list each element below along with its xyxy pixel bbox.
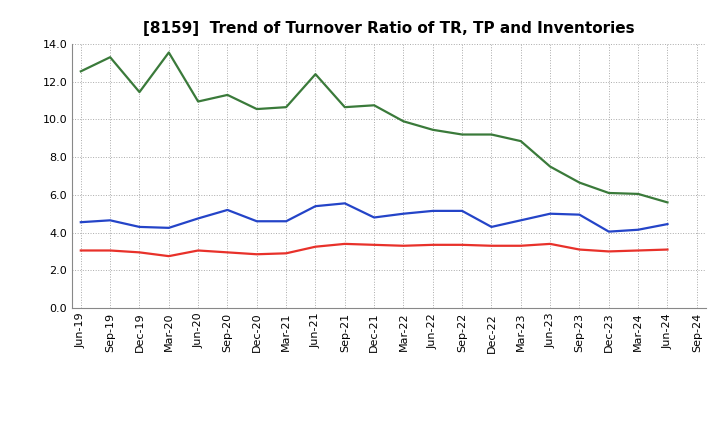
Inventories	[164, 50, 173, 55]
Inventories	[575, 180, 584, 185]
Trade Receivables	[194, 248, 202, 253]
Trade Payables	[311, 204, 320, 209]
Trade Payables	[164, 225, 173, 231]
Trade Receivables	[487, 243, 496, 249]
Trade Receivables	[458, 242, 467, 247]
Trade Receivables	[223, 250, 232, 255]
Title: [8159]  Trend of Turnover Ratio of TR, TP and Inventories: [8159] Trend of Turnover Ratio of TR, TP…	[143, 21, 634, 36]
Trade Payables	[194, 216, 202, 221]
Inventories	[223, 92, 232, 98]
Inventories	[663, 200, 672, 205]
Trade Receivables	[282, 251, 290, 256]
Inventories	[487, 132, 496, 137]
Trade Payables	[458, 208, 467, 213]
Trade Receivables	[399, 243, 408, 249]
Line: Trade Payables: Trade Payables	[81, 203, 667, 231]
Trade Payables	[546, 211, 554, 216]
Inventories	[634, 191, 642, 197]
Trade Payables	[341, 201, 349, 206]
Trade Payables	[399, 211, 408, 216]
Trade Payables	[605, 229, 613, 234]
Inventories	[370, 103, 379, 108]
Trade Receivables	[253, 252, 261, 257]
Trade Payables	[575, 212, 584, 217]
Inventories	[311, 72, 320, 77]
Trade Receivables	[106, 248, 114, 253]
Trade Receivables	[164, 253, 173, 259]
Inventories	[605, 191, 613, 196]
Trade Payables	[516, 218, 525, 223]
Trade Receivables	[546, 241, 554, 246]
Inventories	[458, 132, 467, 137]
Inventories	[516, 139, 525, 144]
Trade Payables	[106, 218, 114, 223]
Inventories	[282, 105, 290, 110]
Inventories	[341, 105, 349, 110]
Trade Receivables	[663, 247, 672, 252]
Inventories	[76, 69, 85, 74]
Trade Receivables	[605, 249, 613, 254]
Inventories	[135, 89, 144, 95]
Trade Receivables	[634, 248, 642, 253]
Trade Receivables	[341, 241, 349, 246]
Trade Payables	[223, 207, 232, 213]
Trade Payables	[487, 224, 496, 230]
Trade Receivables	[311, 244, 320, 249]
Trade Payables	[282, 219, 290, 224]
Trade Payables	[634, 227, 642, 232]
Inventories	[399, 119, 408, 124]
Trade Payables	[663, 221, 672, 227]
Inventories	[106, 55, 114, 60]
Trade Receivables	[428, 242, 437, 247]
Trade Payables	[370, 215, 379, 220]
Trade Receivables	[135, 250, 144, 255]
Line: Trade Receivables: Trade Receivables	[81, 244, 667, 256]
Line: Inventories: Inventories	[81, 52, 667, 202]
Inventories	[428, 127, 437, 132]
Trade Payables	[253, 219, 261, 224]
Inventories	[253, 106, 261, 112]
Inventories	[194, 99, 202, 104]
Trade Payables	[428, 208, 437, 213]
Trade Receivables	[370, 242, 379, 247]
Inventories	[546, 164, 554, 169]
Trade Payables	[135, 224, 144, 230]
Trade Receivables	[76, 248, 85, 253]
Trade Receivables	[575, 247, 584, 252]
Trade Payables	[76, 220, 85, 225]
Trade Receivables	[516, 243, 525, 249]
